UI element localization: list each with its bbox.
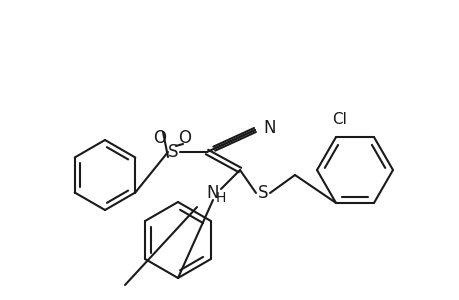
Text: H: H xyxy=(215,191,226,205)
Text: N: N xyxy=(263,119,275,137)
Text: N: N xyxy=(206,184,219,202)
Text: O: O xyxy=(153,129,166,147)
Text: Cl: Cl xyxy=(332,112,347,128)
Text: S: S xyxy=(168,143,178,161)
Text: S: S xyxy=(257,184,268,202)
Text: O: O xyxy=(178,129,191,147)
